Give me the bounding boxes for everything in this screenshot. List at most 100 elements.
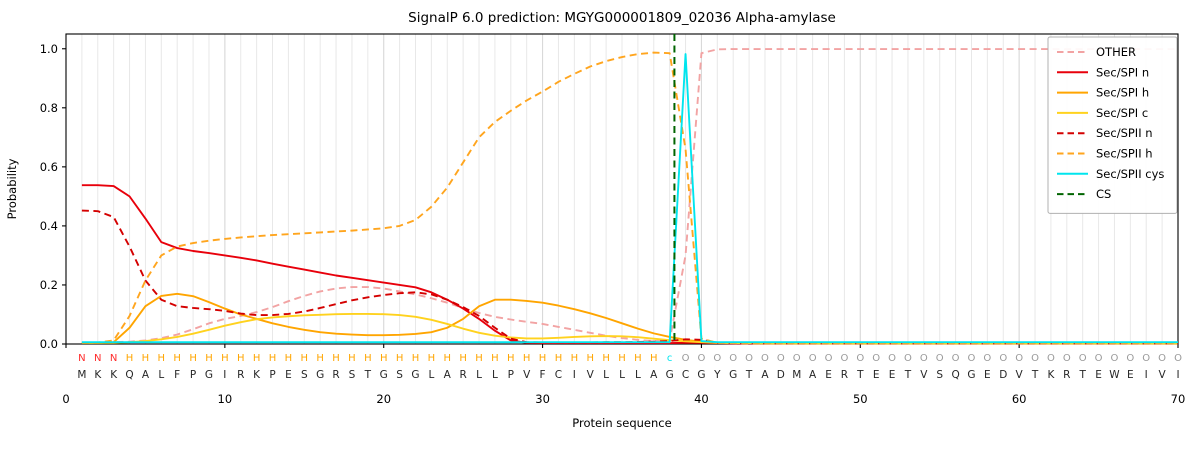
sequence-char: A xyxy=(650,369,658,381)
x-tick-label: 0 xyxy=(62,392,69,406)
sequence-char: G xyxy=(729,369,737,381)
annotation-char: O xyxy=(1158,353,1166,364)
sequence-char: E xyxy=(889,369,896,381)
legend-label: Sec/SPI n xyxy=(1096,65,1149,79)
sequence-char: L xyxy=(476,369,482,381)
legend-label: Sec/SPII cys xyxy=(1096,167,1164,181)
sequence-char: K xyxy=(110,369,118,381)
annotation-char: H xyxy=(253,353,261,364)
series-sec-spi-c xyxy=(81,312,1178,345)
legend-label: Sec/SPII n xyxy=(1096,126,1153,140)
chart-title: SignalP 6.0 prediction: MGYG000001809_02… xyxy=(408,10,836,26)
annotation-char: O xyxy=(983,353,991,364)
series-sec-spii-h xyxy=(81,51,1178,345)
annotation-char: H xyxy=(443,353,451,364)
x-tick-label: 40 xyxy=(694,392,709,406)
annotation-char: H xyxy=(459,353,467,364)
legend-label: Sec/SPII h xyxy=(1096,147,1153,161)
annotation-char: H xyxy=(173,353,181,364)
series-other xyxy=(81,48,1178,344)
y-axis-label: Probability xyxy=(5,158,19,219)
annotation-char: O xyxy=(777,353,785,364)
sequence-char: C xyxy=(682,369,689,381)
sequence-char: M xyxy=(77,369,86,381)
sequence-char: P xyxy=(269,369,275,381)
annotation-char: N xyxy=(94,353,101,364)
series-sec-spii-n xyxy=(81,209,1178,345)
annotation-char: O xyxy=(936,353,944,364)
sequence-char: G xyxy=(697,369,705,381)
annotation-char: O xyxy=(1126,353,1134,364)
y-tick-label: 0.0 xyxy=(40,337,58,351)
sequence-char: P xyxy=(508,369,514,381)
annotation-char: H xyxy=(650,353,658,364)
sequence-char: G xyxy=(411,369,419,381)
sequence-char: S xyxy=(396,369,403,381)
annotation-char: H xyxy=(158,353,166,364)
sequence-char: R xyxy=(332,369,339,381)
sequence-char: I xyxy=(223,369,226,381)
sequence-char: G xyxy=(380,369,388,381)
sequence-char: S xyxy=(936,369,943,381)
sequence-char: F xyxy=(540,369,546,381)
sequence-char: T xyxy=(1031,369,1039,381)
sequence-char: V xyxy=(920,369,928,381)
annotation-char: O xyxy=(968,353,976,364)
sequence-char: E xyxy=(1095,369,1102,381)
annotation-char: H xyxy=(269,353,277,364)
x-tick-label: 10 xyxy=(218,392,233,406)
annotation-char: H xyxy=(332,353,340,364)
sequence-char: E xyxy=(984,369,991,381)
sequence-char: P xyxy=(190,369,196,381)
sequence-char: T xyxy=(856,369,864,381)
x-tick-label: 50 xyxy=(853,392,868,406)
sequence-char: I xyxy=(1145,369,1148,381)
sequence-char: R xyxy=(1063,369,1070,381)
sequence-char: A xyxy=(761,369,769,381)
sequence-char: G xyxy=(967,369,975,381)
x-tick-label: 60 xyxy=(1012,392,1027,406)
annotation-char: H xyxy=(618,353,626,364)
sequence-char: A xyxy=(809,369,817,381)
annotation-char: O xyxy=(682,353,690,364)
sequence-char: L xyxy=(492,369,498,381)
y-tick-label: 0.4 xyxy=(40,219,58,233)
annotation-char: H xyxy=(634,353,642,364)
sequence-char: C xyxy=(555,369,562,381)
sequence-char: D xyxy=(999,369,1007,381)
annotation-char: O xyxy=(1142,353,1150,364)
annotation-char: O xyxy=(1079,353,1087,364)
annotation-char: O xyxy=(856,353,864,364)
annotation-char: O xyxy=(840,353,848,364)
sequence-char: L xyxy=(635,369,641,381)
y-tick-label: 0.6 xyxy=(40,160,58,174)
legend-box xyxy=(1047,36,1178,214)
annotation-char: H xyxy=(221,353,229,364)
sequence-char: M xyxy=(792,369,801,381)
annotation-char: O xyxy=(729,353,737,364)
annotation-char: O xyxy=(1174,353,1182,364)
annotation-char: H xyxy=(491,353,499,364)
sequence-char: V xyxy=(1016,369,1024,381)
annotation-char: O xyxy=(1015,353,1023,364)
x-tick-label: 30 xyxy=(535,392,550,406)
annotation-char: O xyxy=(888,353,896,364)
annotation-char: c xyxy=(667,353,673,364)
sequence-char: E xyxy=(825,369,832,381)
sequence-char: Q xyxy=(125,369,133,381)
y-tick-label: 0.2 xyxy=(40,278,58,292)
sequence-char: L xyxy=(428,369,434,381)
legend-label: Sec/SPI c xyxy=(1096,106,1148,120)
sequence-char: D xyxy=(777,369,785,381)
annotation-char: O xyxy=(761,353,769,364)
annotation-char: O xyxy=(825,353,833,364)
series-sec-spii-cys xyxy=(81,53,1178,344)
annotation-char: O xyxy=(1111,353,1119,364)
sequence-char: W xyxy=(1109,369,1120,381)
annotation-char: N xyxy=(110,353,117,364)
sequence-char: V xyxy=(587,369,595,381)
sequence-char: E xyxy=(873,369,880,381)
annotation-char: H xyxy=(571,353,579,364)
annotation-char: H xyxy=(348,353,356,364)
